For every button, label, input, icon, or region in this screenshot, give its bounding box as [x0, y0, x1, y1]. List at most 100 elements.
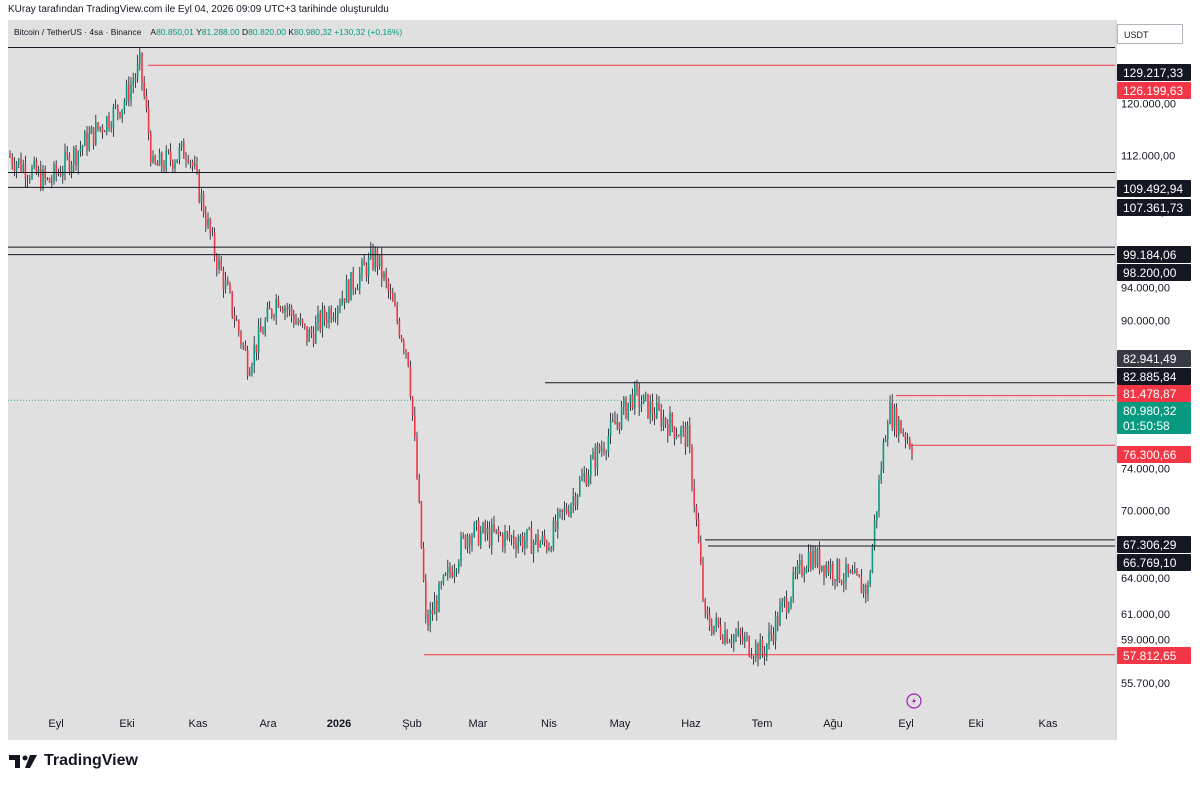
- high-value: 81.288,00: [201, 27, 240, 37]
- candle-body: [849, 571, 852, 573]
- candle-body: [284, 307, 286, 313]
- candle-body: [363, 260, 365, 266]
- symbol-legend: Bitcoin / TetherUS · 4sa · Binance A80.8…: [14, 27, 402, 37]
- candle-body: [495, 529, 497, 532]
- candle-body: [818, 549, 821, 571]
- candle-body: [713, 625, 715, 634]
- candle-body: [389, 291, 392, 294]
- candle-body: [807, 552, 810, 569]
- candle-body: [33, 160, 35, 168]
- x-tick-label: May: [610, 718, 631, 730]
- candle-body: [502, 534, 504, 547]
- candle-body: [898, 420, 900, 435]
- candle-body: [317, 312, 319, 323]
- candle-body: [832, 564, 834, 580]
- price-level-tag-text: 82.885,84: [1123, 370, 1177, 384]
- candle-body: [488, 527, 491, 546]
- candle-body: [480, 531, 482, 546]
- candle-body: [891, 402, 893, 429]
- price-level-tag: [1117, 264, 1191, 281]
- candle-body: [878, 480, 880, 512]
- candle-body: [900, 420, 902, 433]
- candle-body: [196, 164, 198, 171]
- candle-body: [233, 315, 236, 321]
- candle-body: [103, 131, 106, 133]
- candle-body: [649, 401, 651, 418]
- candle-body: [101, 126, 104, 132]
- candle-body: [719, 625, 722, 638]
- candle-body: [143, 81, 145, 96]
- candle-body: [378, 254, 381, 267]
- chart-area[interactable]: 120.000,00112.000,00104.000,0094.000,009…: [8, 20, 1193, 740]
- candle-body: [213, 232, 216, 257]
- candle-body: [486, 527, 489, 535]
- candle-body: [37, 169, 40, 174]
- candle-body: [20, 158, 22, 172]
- candle-body: [88, 133, 90, 150]
- candle-body: [339, 305, 341, 308]
- candle-body: [911, 447, 913, 454]
- candle-body: [167, 150, 170, 152]
- candle-body: [205, 214, 207, 227]
- candle-body: [264, 320, 266, 334]
- candle-body: [871, 546, 874, 573]
- candle-body: [255, 344, 258, 353]
- candle-body: [77, 151, 79, 166]
- candle-body: [79, 148, 82, 152]
- candle-body: [499, 534, 502, 536]
- candle-body: [337, 307, 339, 317]
- candle-body: [246, 350, 249, 376]
- candle-body: [722, 637, 724, 643]
- candle-body: [715, 617, 717, 626]
- candle-body: [174, 162, 176, 169]
- candle-body: [539, 542, 541, 548]
- y-tick-label: 61.000,00: [1121, 609, 1170, 621]
- candle-body: [147, 107, 150, 134]
- candle-body: [605, 451, 607, 453]
- candle-body: [163, 166, 165, 170]
- currency-selector[interactable]: USDT: [1117, 24, 1183, 44]
- candle-body: [119, 112, 121, 118]
- candle-body: [290, 306, 293, 316]
- candle-body: [548, 547, 550, 551]
- price-level-tag-text: 81.478,87: [1123, 387, 1177, 401]
- price-level-tag-text: 67.306,29: [1123, 538, 1177, 552]
- candle-body: [678, 436, 680, 437]
- candle-body: [640, 403, 643, 407]
- x-tick-label: Kas: [189, 718, 208, 730]
- candle-body: [543, 535, 546, 542]
- candle-body: [319, 312, 321, 330]
- candle-body: [66, 151, 68, 156]
- candle-body: [418, 478, 420, 502]
- candle-body: [387, 280, 390, 292]
- candle-body: [9, 155, 11, 158]
- candle-body: [11, 157, 13, 166]
- candle-body: [359, 273, 361, 289]
- candle-body: [117, 105, 119, 113]
- candle-body: [141, 52, 143, 82]
- candle-body: [647, 393, 649, 418]
- candle-body: [744, 636, 746, 642]
- x-tick-label: Eyl: [898, 718, 913, 730]
- candle-body: [238, 320, 240, 333]
- candle-body: [361, 260, 363, 274]
- candle-body: [132, 81, 134, 86]
- candle-body: [350, 272, 352, 301]
- candle-body: [207, 218, 209, 227]
- candle-body: [218, 259, 220, 269]
- candle-body: [464, 535, 467, 548]
- candle-body: [125, 84, 128, 102]
- candle-body: [15, 163, 18, 171]
- candle-body: [528, 528, 530, 530]
- candle-body: [372, 249, 374, 269]
- candle-body: [436, 600, 438, 612]
- candle-body: [895, 407, 898, 435]
- candle-body: [416, 437, 418, 479]
- candle-body: [462, 535, 464, 537]
- candle-body: [400, 336, 403, 341]
- candle-body: [614, 420, 616, 425]
- candle-body: [326, 319, 328, 323]
- candle-body: [550, 547, 552, 550]
- x-tick-label: Tem: [752, 718, 773, 730]
- candle-body: [222, 269, 225, 290]
